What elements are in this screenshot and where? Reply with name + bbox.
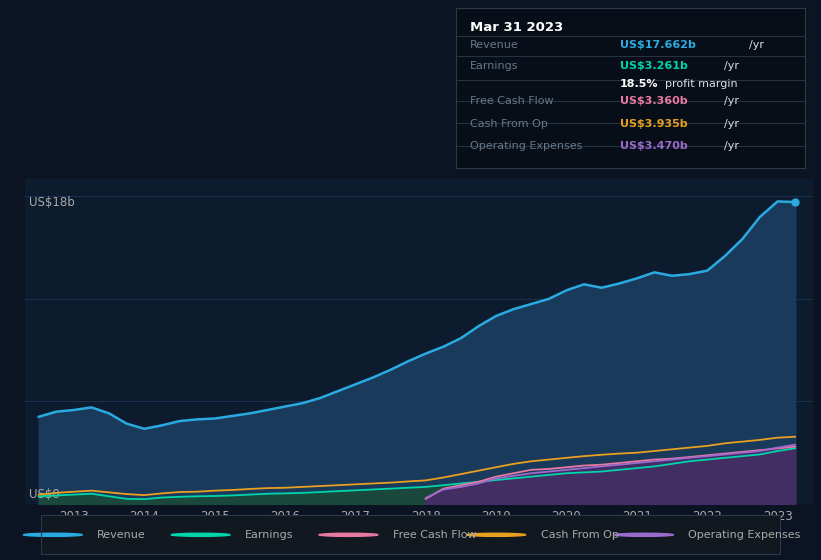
Text: /yr: /yr (724, 61, 740, 71)
Text: Earnings: Earnings (245, 530, 293, 540)
Circle shape (466, 533, 525, 536)
Text: US$18b: US$18b (29, 197, 75, 209)
Text: Free Cash Flow: Free Cash Flow (470, 96, 553, 106)
Text: Revenue: Revenue (97, 530, 146, 540)
Text: Cash From Op: Cash From Op (540, 530, 618, 540)
Circle shape (23, 533, 82, 536)
Text: Free Cash Flow: Free Cash Flow (392, 530, 476, 540)
Text: US$17.662b: US$17.662b (620, 40, 695, 50)
Text: /yr: /yr (749, 40, 764, 50)
Text: 18.5%: 18.5% (620, 78, 658, 88)
Text: Mar 31 2023: Mar 31 2023 (470, 21, 563, 34)
Text: US$3.261b: US$3.261b (620, 61, 687, 71)
Text: Operating Expenses: Operating Expenses (470, 141, 582, 151)
Text: US$3.360b: US$3.360b (620, 96, 687, 106)
Circle shape (614, 533, 673, 536)
Text: /yr: /yr (724, 141, 740, 151)
Text: US$3.470b: US$3.470b (620, 141, 687, 151)
Text: US$0: US$0 (29, 488, 59, 501)
Text: Earnings: Earnings (470, 61, 518, 71)
Circle shape (319, 533, 378, 536)
Text: US$3.935b: US$3.935b (620, 119, 687, 129)
Text: profit margin: profit margin (665, 78, 737, 88)
Text: /yr: /yr (724, 96, 740, 106)
Circle shape (171, 533, 230, 536)
Text: Operating Expenses: Operating Expenses (688, 530, 800, 540)
Text: Cash From Op: Cash From Op (470, 119, 548, 129)
Text: /yr: /yr (724, 119, 740, 129)
Text: Revenue: Revenue (470, 40, 518, 50)
